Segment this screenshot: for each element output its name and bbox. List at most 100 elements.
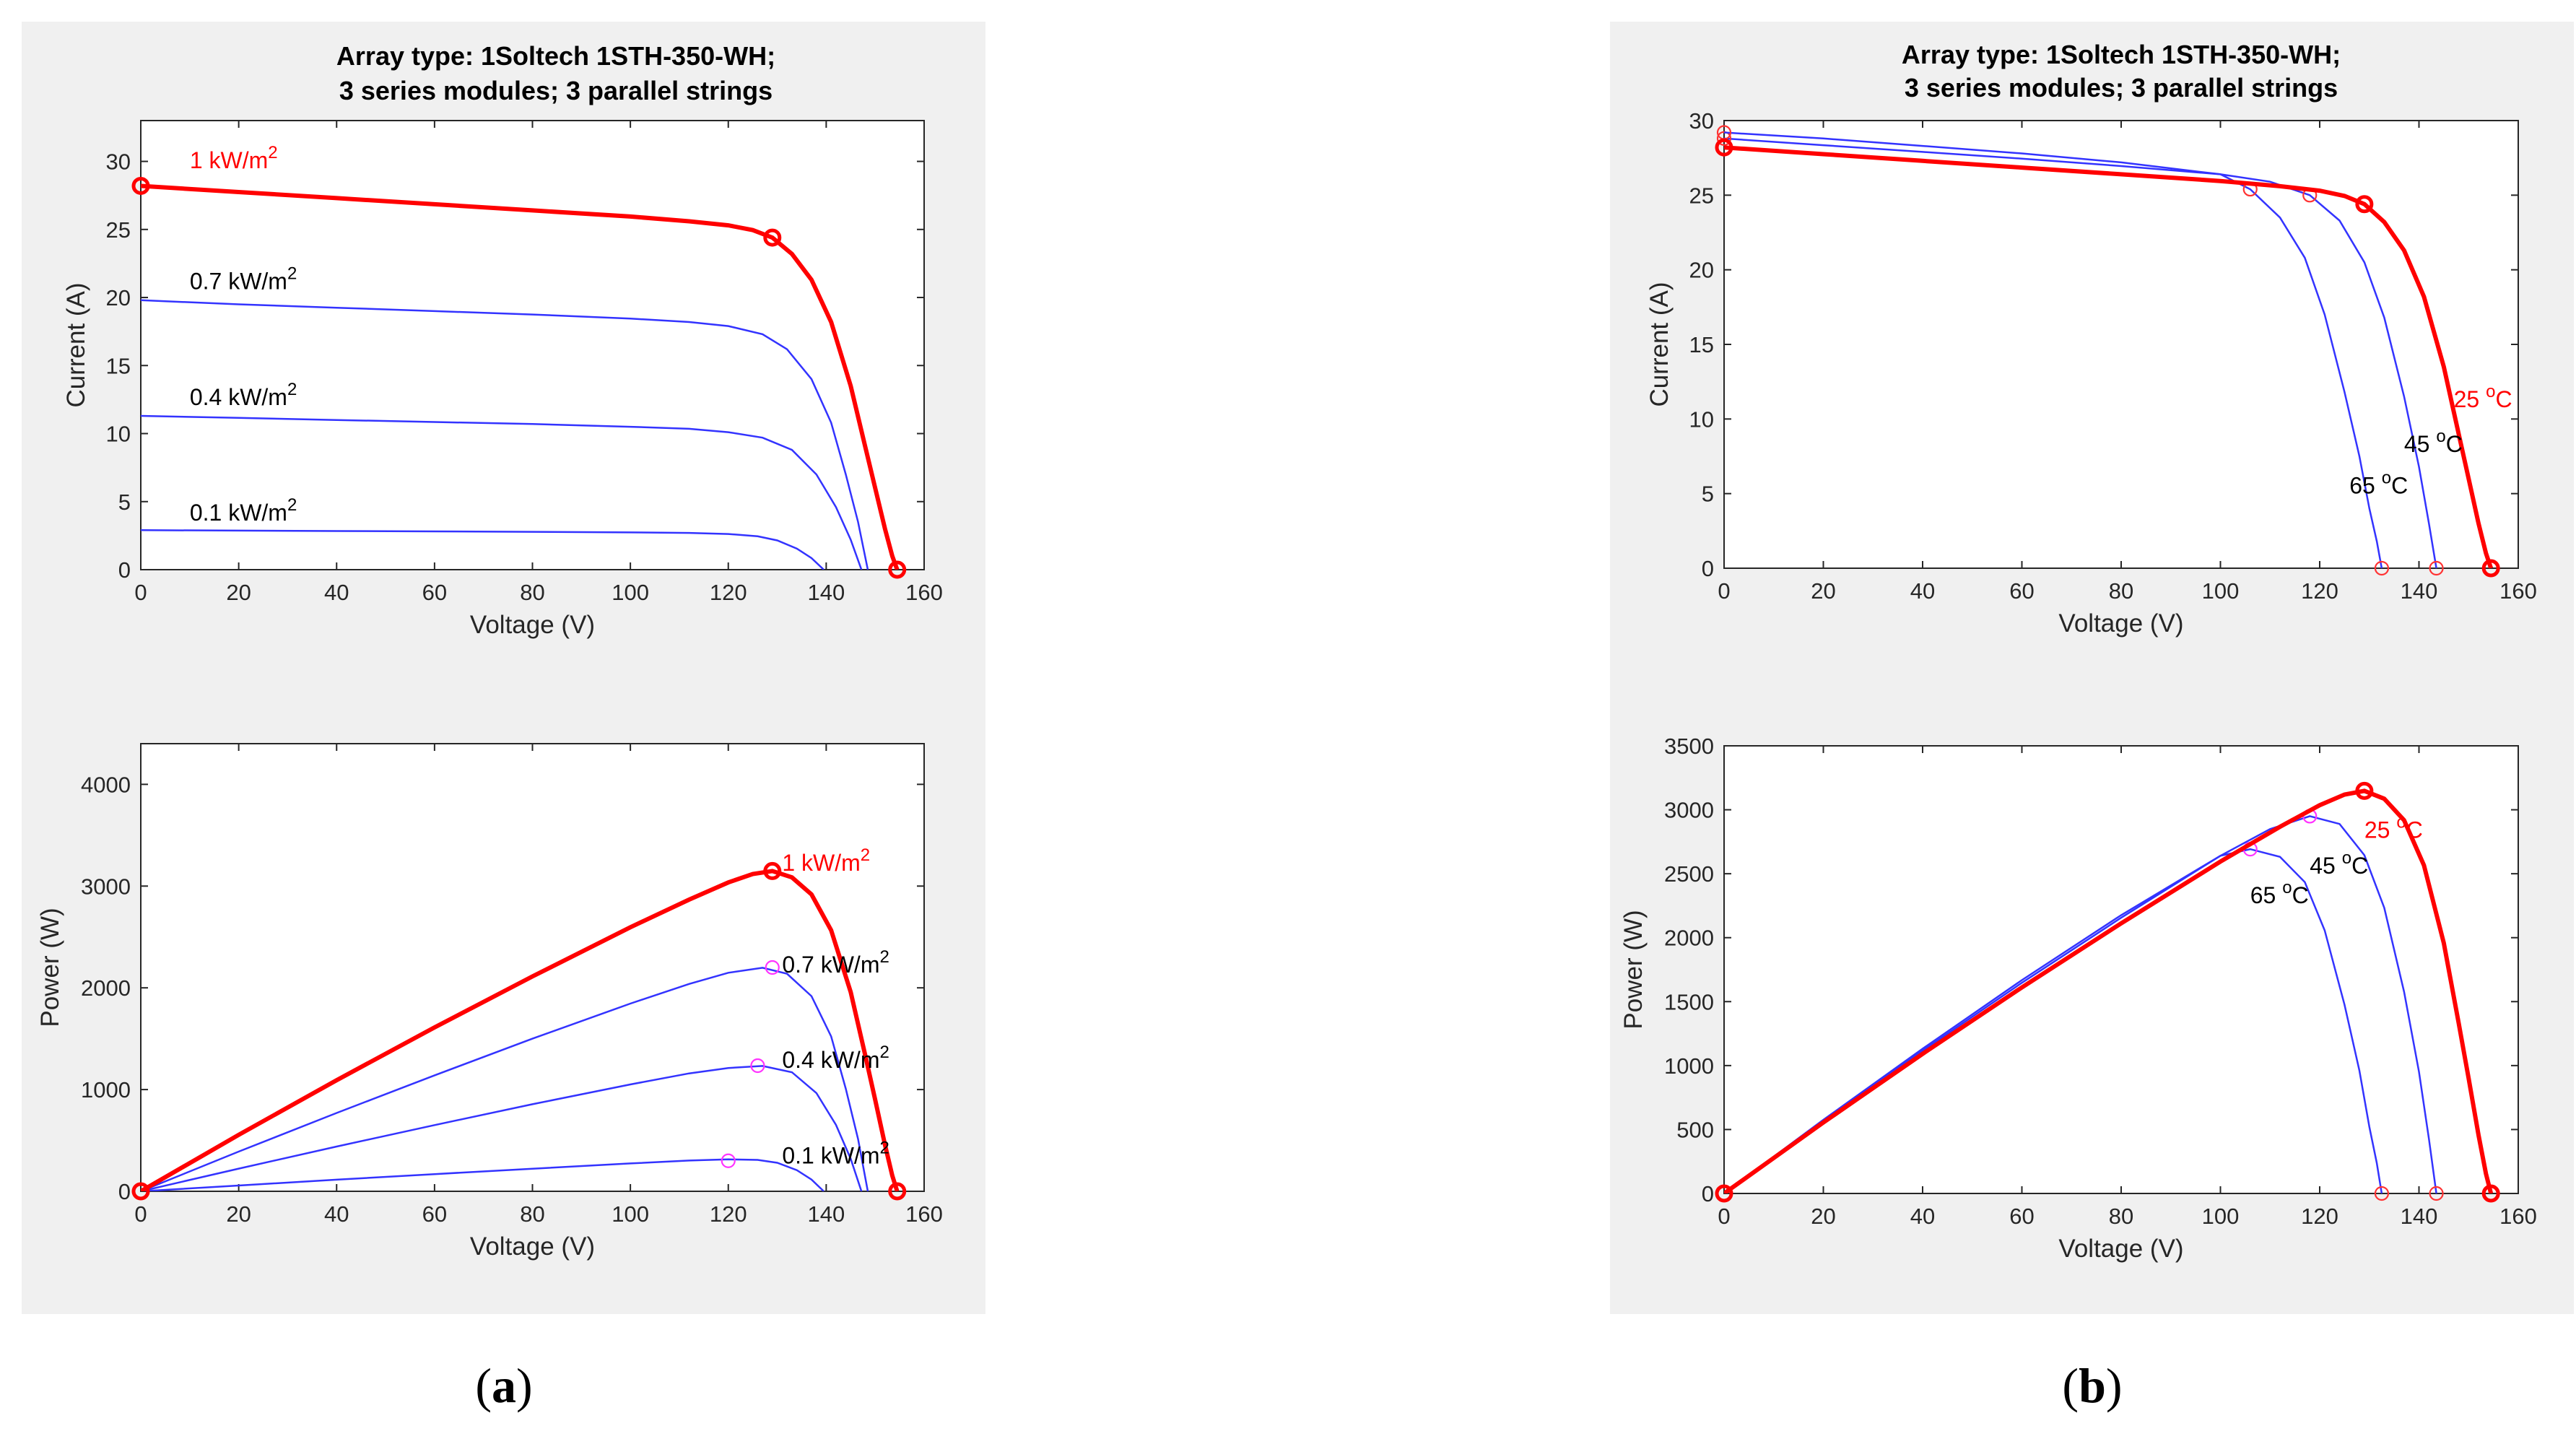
x-tick-label: 120: [710, 1201, 747, 1227]
y-tick-label: 1500: [1664, 989, 1714, 1014]
marker-25-oc: [2355, 195, 2374, 214]
subplot-a-iv: 0 20 40 60 80 100 120 140 160 0 5 10 15 20 25 30 Voltage…: [62, 120, 943, 639]
x-tick-label: 40: [324, 580, 349, 605]
series-line-0-1-kw-m2: [141, 529, 824, 570]
y-tick-label: 0: [118, 557, 131, 583]
y-axis-label: Power (W): [36, 908, 64, 1027]
x-tick-label: 120: [710, 580, 747, 605]
series-label-0-1-kw-m2: 0.1 kW/m2: [782, 1138, 889, 1168]
caption-a: (a): [475, 1358, 533, 1413]
y-tick-label: 2000: [81, 975, 131, 1001]
subplot-b-iv: 0 20 40 60 80 100 120 140 160 0 5 10 15 20 25 30 Voltage…: [1645, 108, 2537, 638]
x-tick-label: 40: [1910, 1204, 1935, 1229]
chart-panel-a: Array type: 1Soltech 1STH-350-WH; 3 serie…: [36, 41, 943, 1261]
x-axis-label: Voltage (V): [2058, 1235, 2183, 1263]
y-tick-label: 4000: [81, 772, 131, 797]
subplot-a-pv: 0 20 40 60 80 100 120 140 160 0 1000 2000 3000 4000 Vo…: [36, 743, 943, 1261]
x-tick-label: 0: [1718, 578, 1730, 604]
marker-25-oc: [1715, 1184, 1733, 1203]
y-tick-label: 10: [1689, 406, 1714, 432]
marker-0-7-kw-m2: [765, 960, 780, 975]
series-label-0-4-kw-m2: 0.4 kW/m2: [190, 380, 297, 410]
x-tick-label: 140: [2401, 1204, 2438, 1229]
y-tick-label: 10: [106, 422, 131, 447]
series-label-0-7-kw-m2: 0.7 kW/m2: [190, 264, 297, 295]
panel-b: Array type: 1Soltech 1STH-350-WH; 3 serie…: [1610, 22, 2574, 1314]
x-tick-label: 20: [226, 580, 251, 605]
x-tick-label: 160: [905, 580, 943, 605]
x-tick-label: 40: [1910, 578, 1935, 604]
x-tick-label: 80: [520, 1201, 544, 1227]
y-axis-label: Current (A): [62, 282, 90, 407]
x-tick-label: 80: [520, 580, 544, 605]
series-line-65-oc: [1724, 131, 2383, 568]
y-tick-label: 0: [1702, 556, 1714, 581]
series-line-1-kw-m2: [141, 869, 900, 1191]
marker-0-4-kw-m2: [750, 1058, 765, 1074]
x-tick-label: 20: [1811, 1204, 1835, 1229]
plot-area-b-pv: [1723, 745, 2519, 1194]
x-tick-label: 20: [1811, 578, 1835, 604]
x-tick-label: 140: [2401, 578, 2438, 604]
series-label-1-kw-m2: 1 kW/m2: [190, 143, 278, 173]
y-tick-label: 15: [106, 353, 131, 378]
x-tick-label: 60: [2009, 1204, 2034, 1229]
y-tick-label: 1000: [1664, 1053, 1714, 1079]
x-tick-label: 140: [808, 1201, 845, 1227]
x-tick-label: 120: [2301, 1204, 2338, 1229]
series-label-1-kw-m2: 1 kW/m2: [782, 845, 870, 876]
series-line-0-7-kw-m2: [141, 299, 869, 570]
y-tick-label: 30: [1689, 108, 1714, 134]
series-line-0-4-kw-m2: [141, 414, 863, 570]
y-tick-label: 2500: [1664, 861, 1714, 887]
series-line-1-kw-m2: [141, 183, 900, 570]
y-tick-label: 3000: [1664, 798, 1714, 823]
series-label-65-oc: 65 oC: [2349, 469, 2408, 499]
x-tick-label: 40: [324, 1201, 349, 1227]
marker-25-oc: [2355, 781, 2374, 800]
x-axis-label: Voltage (V): [470, 611, 595, 639]
x-tick-label: 20: [226, 1201, 251, 1227]
y-tick-label: 15: [1689, 332, 1714, 357]
x-tick-label: 140: [808, 580, 845, 605]
chart-panel-b: Array type: 1Soltech 1STH-350-WH; 3 serie…: [1619, 40, 2537, 1263]
series-label-0-7-kw-m2: 0.7 kW/m2: [782, 947, 889, 978]
x-tick-label: 160: [905, 1201, 943, 1227]
marker-1-kw-m2: [888, 560, 907, 579]
y-tick-label: 0: [1702, 1181, 1714, 1206]
x-tick-label: 60: [422, 1201, 447, 1227]
y-axis-label: Power (W): [1619, 910, 1648, 1029]
marker-45-oc: [2429, 560, 2444, 576]
chart-title-line: 3 series modules; 3 parallel strings: [339, 76, 773, 105]
y-tick-label: 20: [1689, 258, 1714, 283]
x-tick-label: 0: [134, 580, 147, 605]
panel-a: Array type: 1Soltech 1STH-350-WH; 3 serie…: [22, 22, 985, 1314]
series-label-0-4-kw-m2: 0.4 kW/m2: [782, 1043, 889, 1073]
y-tick-label: 25: [106, 217, 131, 243]
marker-25-oc: [2481, 1184, 2500, 1203]
x-tick-label: 0: [1718, 1204, 1730, 1229]
y-tick-label: 3000: [81, 874, 131, 899]
x-tick-label: 0: [134, 1201, 147, 1227]
y-tick-label: 0: [118, 1179, 131, 1204]
y-tick-label: 5: [118, 490, 131, 515]
caption-b: (b): [2062, 1358, 2123, 1413]
y-tick-label: 3500: [1664, 734, 1714, 759]
caption-a-letter: a: [492, 1358, 516, 1413]
x-tick-label: 60: [422, 580, 447, 605]
x-axis-label: Voltage (V): [470, 1232, 595, 1261]
marker-1-kw-m2: [131, 176, 150, 195]
y-tick-label: 2000: [1664, 926, 1714, 951]
y-tick-label: 1000: [81, 1077, 131, 1102]
marker-1-kw-m2: [888, 1182, 907, 1201]
caption-b-letter: b: [2079, 1358, 2106, 1413]
y-axis-label: Current (A): [1645, 282, 1674, 406]
x-tick-label: 100: [2202, 1204, 2240, 1229]
marker-0-1-kw-m2: [721, 1153, 736, 1168]
series-label-25-oc: 25 oC: [2364, 813, 2423, 843]
chart-title-line: Array type: 1Soltech 1STH-350-WH;: [1902, 40, 2341, 69]
x-tick-label: 120: [2301, 578, 2338, 604]
x-tick-label: 160: [2499, 578, 2537, 604]
series-line-25-oc: [1724, 145, 2494, 568]
x-tick-label: 80: [2109, 578, 2133, 604]
